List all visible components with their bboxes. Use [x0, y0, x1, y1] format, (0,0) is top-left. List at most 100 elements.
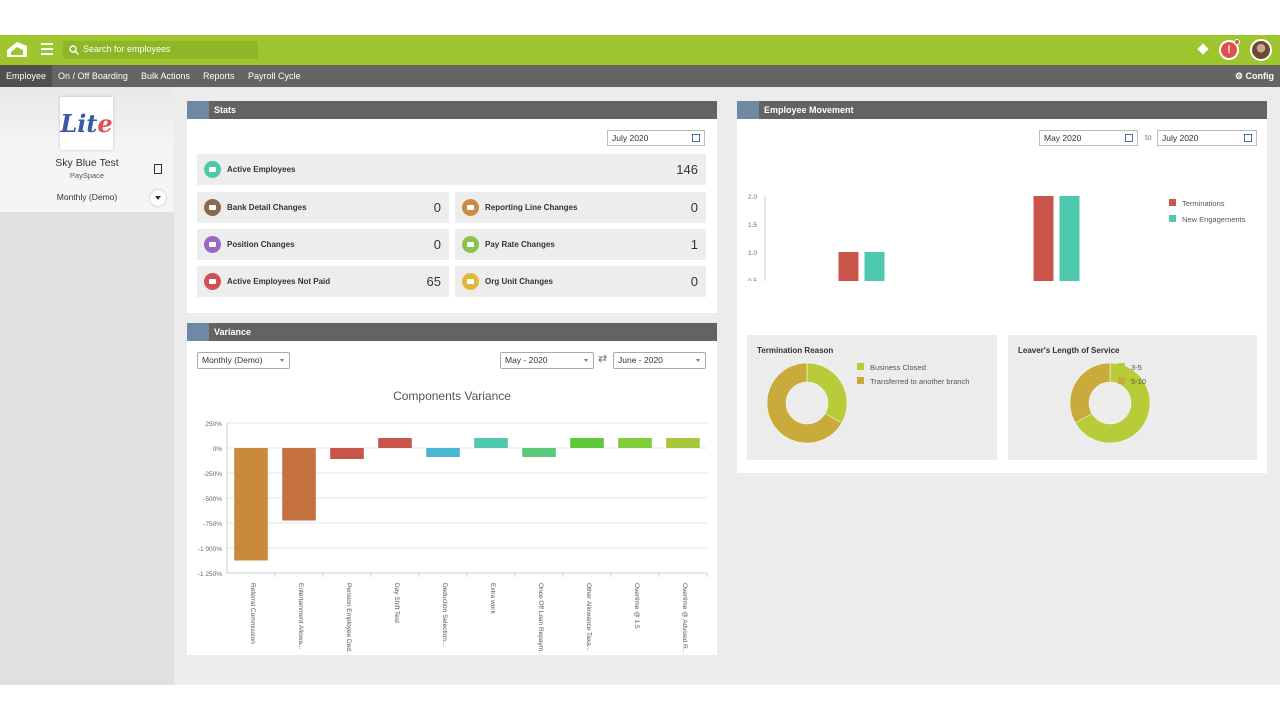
stats-title: Stats — [214, 105, 237, 115]
stat-pay-rate-changes[interactable]: Pay Rate Changes 1 — [455, 229, 706, 260]
x-tick-label: Extra work — [489, 583, 496, 614]
variance-from-select[interactable]: May - 2020 — [500, 352, 594, 369]
legend-swatch — [857, 363, 864, 370]
swap-icon[interactable]: ⇄ — [598, 353, 608, 365]
stat-value: 0 — [690, 274, 698, 289]
legend-label: Terminations — [1182, 199, 1225, 208]
stat-active-not-paid[interactable]: Active Employees Not Paid 65 — [197, 266, 449, 297]
calendar-icon[interactable] — [1125, 134, 1133, 142]
variance-bar — [474, 438, 508, 448]
pie-slice — [1069, 362, 1111, 424]
search-box[interactable]: Search for employees — [63, 41, 258, 59]
stat-label: Active Employees — [227, 165, 296, 174]
users-icon — [204, 161, 221, 178]
users-icon — [737, 101, 759, 119]
legend-label: New Engagements — [1182, 215, 1246, 224]
x-tick-label: Day Shift Test — [393, 583, 400, 623]
pie-slice — [806, 362, 848, 424]
variance-bar — [282, 448, 316, 521]
stat-bank-detail-changes[interactable]: Bank Detail Changes 0 — [197, 192, 449, 223]
variance-bar — [330, 448, 364, 459]
variance-bar — [570, 438, 604, 448]
movement-from-date[interactable]: May 2020 — [1039, 130, 1138, 146]
swap-icon — [204, 236, 221, 253]
calendar-icon[interactable] — [692, 134, 700, 142]
y-tick-label: 1.0 — [748, 250, 757, 257]
legend-label: 5-10 — [1131, 377, 1146, 386]
y-tick-label: 0.5 — [748, 278, 757, 281]
employee-movement-chart: 2.01.51.00.50MayJuneTerminationsNew Enga… — [748, 194, 1246, 281]
stats-date-picker[interactable]: July 2020 — [607, 130, 705, 146]
variance-chart-title: Components Variance — [393, 389, 511, 403]
stat-org-unit-changes[interactable]: Org Unit Changes 0 — [455, 266, 706, 297]
variance-bar — [234, 448, 268, 561]
nav-item-reports[interactable]: Reports — [203, 71, 235, 81]
nav-item-employee[interactable]: Employee — [0, 65, 53, 87]
menu-icon[interactable] — [41, 43, 53, 55]
legend-swatch — [1118, 363, 1125, 370]
x-tick-label: Once Off Loan Repaym... — [537, 583, 544, 653]
stat-reporting-line-changes[interactable]: Reporting Line Changes 0 — [455, 192, 706, 223]
variance-bar — [522, 448, 556, 457]
movement-header: Employee Movement — [737, 101, 1267, 119]
company-profile: Lite Sky Blue Test PaySpace Monthly (Dem… — [0, 87, 174, 212]
bar-chart-icon — [187, 323, 209, 341]
building-icon[interactable] — [154, 164, 162, 174]
nav-item-payroll-cycle[interactable]: Payroll Cycle — [248, 71, 301, 81]
y-tick-label: 2.0 — [748, 194, 757, 201]
x-tick-label: Overtime @ 1.5 — [633, 583, 640, 629]
stat-label: Org Unit Changes — [485, 277, 554, 286]
gear-icon: ⚙ — [1234, 71, 1246, 81]
bank-card-icon — [204, 199, 221, 216]
y-tick-label: -750% — [203, 521, 222, 528]
document-icon — [462, 199, 479, 216]
notification-icon[interactable]: ! — [1219, 40, 1239, 60]
variance-panel: Variance Monthly (Demo) May - 2020 ⇄ Jun… — [187, 323, 717, 655]
variance-frequency-select[interactable]: Monthly (Demo) — [197, 352, 290, 369]
legend-swatch — [857, 377, 864, 384]
stats-header: Stats — [187, 101, 717, 119]
movement-bar — [838, 252, 859, 281]
y-tick-label: -250% — [203, 471, 222, 478]
movement-bar — [1033, 196, 1054, 281]
frequency-dropdown-button[interactable] — [150, 190, 166, 206]
y-tick-label: 1.5 — [748, 222, 757, 229]
stats-date-value: July 2020 — [612, 133, 649, 143]
app-logo-icon[interactable] — [7, 42, 27, 57]
stat-value: 146 — [676, 162, 698, 177]
config-button[interactable]: ⚙ Config — [1235, 65, 1274, 87]
variance-bar — [426, 448, 460, 457]
chart-icon — [187, 101, 209, 119]
stat-value: 0 — [433, 237, 441, 252]
nav-item-bulk-actions[interactable]: Bulk Actions — [141, 71, 191, 81]
length-of-service-title: Leaver's Length of Service — [1018, 346, 1120, 355]
stat-position-changes[interactable]: Position Changes 0 — [197, 229, 449, 260]
variance-title: Variance — [214, 327, 252, 337]
org-chart-icon — [462, 273, 479, 290]
chevron-down-icon — [584, 359, 588, 362]
y-tick-label: -1 250% — [198, 571, 222, 578]
movement-from-value: May 2020 — [1044, 133, 1082, 143]
x-tick-label: Other Allowance Taxa... — [585, 583, 592, 651]
length-of-service-card: Leaver's Length of Service 3-5 5-10 — [1008, 335, 1257, 460]
stat-value: 0 — [433, 200, 441, 215]
length-of-service-chart: 3-5 5-10 — [1069, 362, 1151, 444]
top-bar: Search for employees ! — [0, 35, 1280, 65]
variance-to-select[interactable]: June - 2020 — [613, 352, 706, 369]
stat-active-employees[interactable]: Active Employees 146 — [197, 154, 706, 185]
to-label: to — [1145, 133, 1152, 142]
user-avatar[interactable] — [1250, 39, 1272, 61]
movement-to-date[interactable]: July 2020 — [1157, 130, 1257, 146]
termination-reason-chart: Business Closed Transferred to another br… — [766, 362, 969, 444]
diamond-icon[interactable] — [1197, 43, 1209, 55]
legend-label: Transferred to another branch — [870, 377, 969, 386]
stat-label: Reporting Line Changes — [485, 203, 578, 212]
legend-swatch — [1118, 377, 1125, 384]
stats-panel: Stats July 2020 Active Employees 146 Ban… — [187, 101, 717, 313]
legend-label: 3-5 — [1131, 363, 1142, 372]
sidebar: Lite Sky Blue Test PaySpace Monthly (Dem… — [0, 87, 174, 685]
calendar-icon[interactable] — [1244, 134, 1252, 142]
nav-item-onboarding[interactable]: On / Off Boarding — [58, 71, 128, 81]
termination-reason-title: Termination Reason — [757, 346, 834, 355]
search-input[interactable]: Search for employees — [83, 44, 171, 54]
